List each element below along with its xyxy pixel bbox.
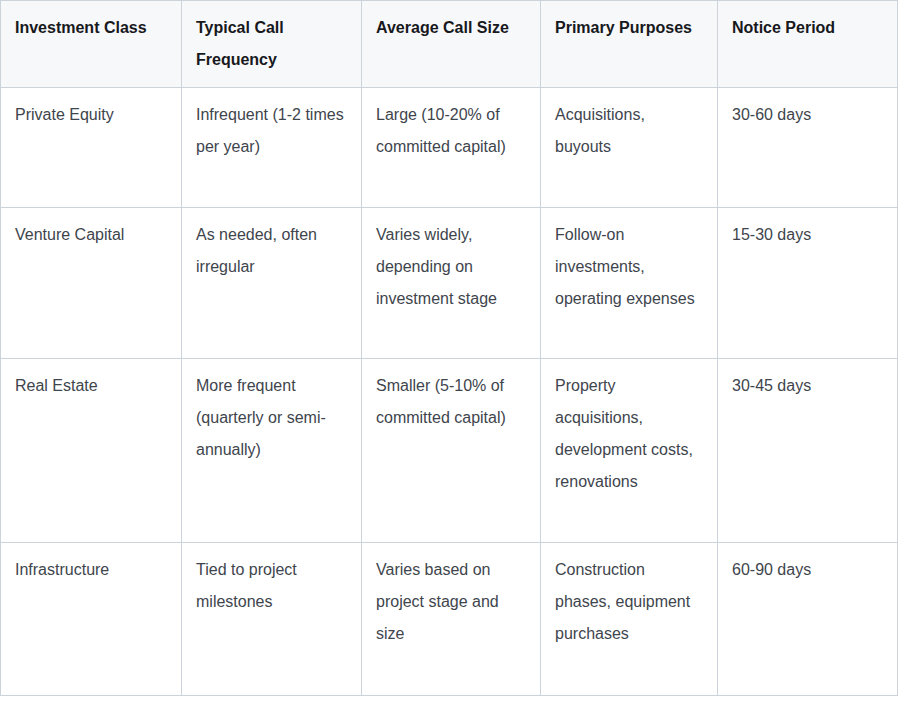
column-header-notice_period: Notice Period [718, 1, 898, 88]
table-cell-primary_purposes: Follow-on investments, operating expense… [541, 208, 718, 359]
table-cell-primary_purposes: Property acquisitions, development costs… [541, 359, 718, 543]
table-cell-average_call_size: Large (10-20% of committed capital) [362, 88, 541, 208]
column-header-primary_purposes: Primary Purposes [541, 1, 718, 88]
column-header-investment_class: Investment Class [1, 1, 182, 88]
table-body: Private EquityInfrequent (1-2 times per … [1, 88, 898, 696]
table-cell-average_call_size: Varies widely, depending on investment s… [362, 208, 541, 359]
table-cell-notice_period: 30-45 days [718, 359, 898, 543]
table-row: Venture CapitalAs needed, often irregula… [1, 208, 898, 359]
table-row: InfrastructureTied to project milestones… [1, 543, 898, 696]
table-cell-typical_call_frequency: Infrequent (1-2 times per year) [182, 88, 362, 208]
table-cell-investment_class: Private Equity [1, 88, 182, 208]
header-row: Investment ClassTypical Call FrequencyAv… [1, 1, 898, 88]
table-cell-notice_period: 30-60 days [718, 88, 898, 208]
column-header-average_call_size: Average Call Size [362, 1, 541, 88]
table-row: Real EstateMore frequent (quarterly or s… [1, 359, 898, 543]
table-cell-typical_call_frequency: As needed, often irregular [182, 208, 362, 359]
table-cell-typical_call_frequency: Tied to project milestones [182, 543, 362, 696]
table-cell-investment_class: Real Estate [1, 359, 182, 543]
table-cell-investment_class: Infrastructure [1, 543, 182, 696]
table-cell-typical_call_frequency: More frequent (quarterly or semi-annuall… [182, 359, 362, 543]
capital-calls-table: Investment ClassTypical Call FrequencyAv… [0, 0, 898, 696]
table-cell-average_call_size: Varies based on project stage and size [362, 543, 541, 696]
table-cell-average_call_size: Smaller (5-10% of committed capital) [362, 359, 541, 543]
table-cell-primary_purposes: Construction phases, equipment purchases [541, 543, 718, 696]
table-cell-primary_purposes: Acquisitions, buyouts [541, 88, 718, 208]
column-header-typical_call_frequency: Typical Call Frequency [182, 1, 362, 88]
table-row: Private EquityInfrequent (1-2 times per … [1, 88, 898, 208]
document-body: Investment ClassTypical Call FrequencyAv… [0, 0, 904, 702]
table-cell-investment_class: Venture Capital [1, 208, 182, 359]
table-header: Investment ClassTypical Call FrequencyAv… [1, 1, 898, 88]
table-cell-notice_period: 60-90 days [718, 543, 898, 696]
table-cell-notice_period: 15-30 days [718, 208, 898, 359]
